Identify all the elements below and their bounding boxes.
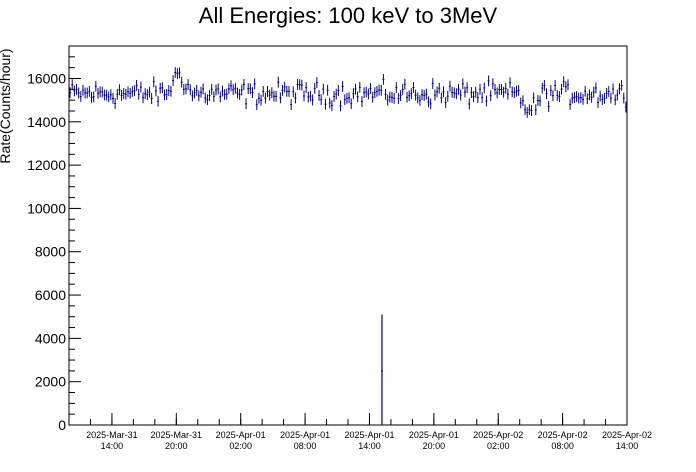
x-tick-label-date: 2025-Apr-01	[216, 430, 266, 440]
chart-title: All Energies: 100 keV to 3MeV	[199, 3, 498, 28]
y-tick-label: 14000	[27, 114, 66, 130]
x-tick-label-date: 2025-Apr-02	[538, 430, 588, 440]
y-tick-label: 4000	[35, 330, 66, 346]
y-tick-label: 8000	[35, 244, 66, 260]
x-tick-label-date: 2025-Mar-31	[86, 430, 138, 440]
x-tick-label-time: 14:00	[616, 441, 639, 451]
x-tick-label-time: 14:00	[358, 441, 381, 451]
x-tick-label-date: 2025-Apr-01	[280, 430, 330, 440]
x-tick-label-time: 20:00	[423, 441, 446, 451]
axes: 0 2000 4000 6000 8000 10000 12000 14000 16000 202…	[27, 45, 652, 451]
x-tick-label-time: 08:00	[551, 441, 574, 451]
y-tick-label: 16000	[27, 70, 66, 86]
x-tick-label-date: 2025-Apr-02	[602, 430, 652, 440]
y-tick-label: 6000	[35, 287, 66, 303]
x-tick-label-time: 02:00	[487, 441, 510, 451]
x-tick-label-date: 2025-Apr-02	[473, 430, 523, 440]
y-tick-label: 10000	[27, 200, 66, 216]
x-tick-label-time: 02:00	[229, 441, 252, 451]
x-tick-label-date: 2025-Mar-31	[151, 430, 203, 440]
y-tick-label: 12000	[27, 157, 66, 173]
plot-area	[68, 45, 628, 426]
x-tick-label-time: 20:00	[165, 441, 188, 451]
x-tick-label-date: 2025-Apr-01	[409, 430, 459, 440]
y-tick-label: 0	[58, 417, 66, 433]
x-tick-label-time: 08:00	[294, 441, 317, 451]
y-axis-label: Rate(Counts/hour)	[0, 48, 13, 163]
x-tick-label-date: 2025-Apr-01	[344, 430, 394, 440]
y-tick-label: 2000	[35, 374, 66, 390]
x-tick-label-time: 14:00	[101, 441, 124, 451]
data-series	[69, 67, 627, 425]
plot-frame	[68, 45, 628, 426]
